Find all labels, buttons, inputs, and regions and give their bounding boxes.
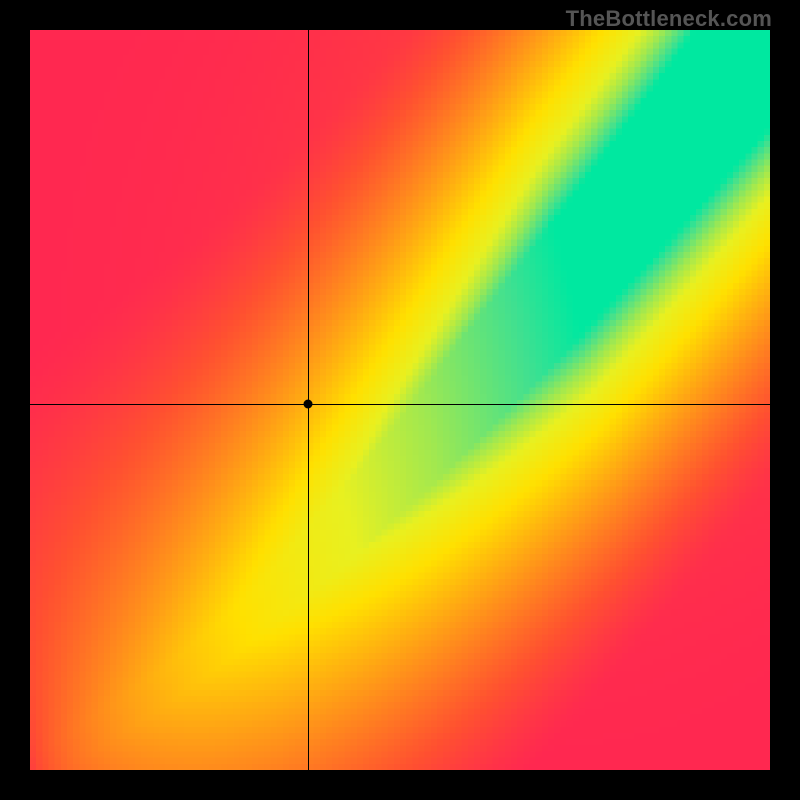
heatmap-canvas <box>30 30 770 770</box>
crosshair-horizontal <box>30 404 770 405</box>
bottleneck-heatmap <box>30 30 770 770</box>
selection-marker[interactable] <box>303 399 312 408</box>
watermark-label: TheBottleneck.com <box>566 6 772 32</box>
